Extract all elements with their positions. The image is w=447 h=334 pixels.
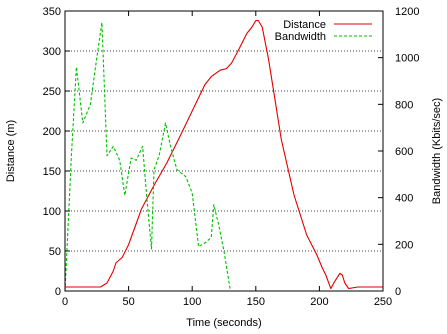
y-right-tick-label: 600 [395,146,413,158]
series-layer [64,20,383,292]
y-left-tick-label: 0 [55,286,61,298]
x-axis-title: Time (seconds) [186,317,261,329]
y-axis-right-title: Bandwidth (Kbits/sec) [431,98,443,204]
y-right-tick-label: 800 [395,99,413,111]
x-tick-label: 150 [247,296,265,308]
series-line-distance [65,20,383,290]
y-right-tick-label: 1000 [395,53,419,65]
y-right-tick-label: 200 [395,239,413,251]
y-left-tick-label: 300 [43,46,61,58]
x-tick-label: 250 [374,296,392,308]
y-right-tick-label: 0 [395,286,401,298]
y-left-tick-label: 50 [49,246,61,258]
ticks: 0 50 100 150 200 2500501001502002503003500200… [43,6,420,308]
y-left-tick-label: 250 [43,86,61,98]
series-line-bandwidth [64,22,231,292]
legend-label-distance: Distance [283,19,326,31]
y-right-tick-label: 1200 [395,6,419,18]
x-tick-label: 200 [310,296,328,308]
x-tick-label: 100 [183,296,201,308]
x-tick-label: 0 [62,296,68,308]
x-tick-label: 50 [122,296,134,308]
y-axis-left-title: Distance (m) [5,120,17,182]
y-left-tick-label: 150 [43,166,61,178]
y-right-tick-label: 400 [395,193,413,205]
y-left-tick-label: 200 [43,126,61,138]
y-left-tick-label: 350 [43,6,61,18]
legend: Distance Bandwidth [275,19,372,43]
y-left-tick-label: 100 [43,206,61,218]
legend-label-bandwidth: Bandwidth [275,31,326,43]
grid [65,50,383,252]
